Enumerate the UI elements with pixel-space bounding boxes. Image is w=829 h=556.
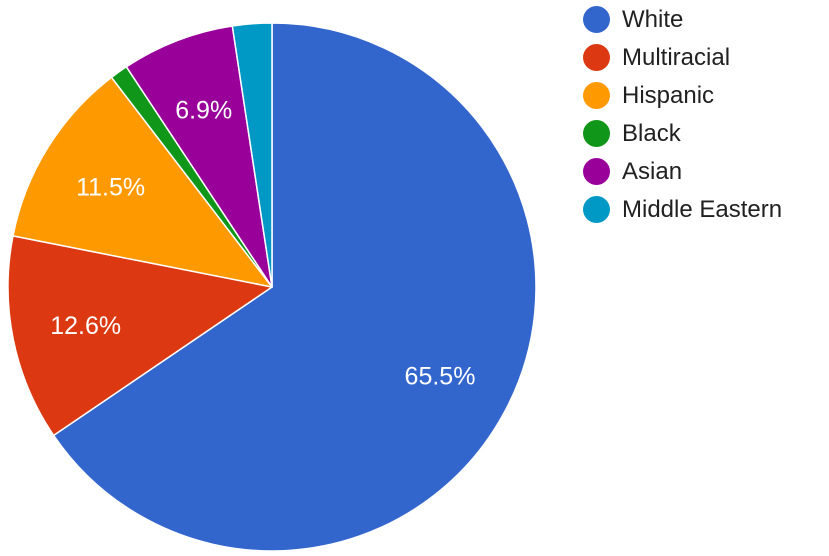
legend-label-asian: Asian	[622, 157, 683, 185]
pie-slice-hispanic[interactable]	[12, 76, 273, 288]
legend-item-middle-eastern: Middle Eastern	[583, 196, 782, 223]
legend-label-black: Black	[622, 119, 681, 147]
legend-item-white: White	[583, 6, 782, 33]
legend-label-middle-eastern: Middle Eastern	[622, 195, 783, 223]
pie-slice-multiracial[interactable]	[7, 235, 273, 437]
legend-swatch-multiracial-icon	[583, 44, 610, 71]
slice-label-hispanic: 11.5%	[76, 173, 145, 201]
legend-swatch-black-icon	[583, 120, 610, 147]
pie-slice-asian[interactable]	[125, 25, 273, 288]
legend-swatch-white-icon	[583, 6, 610, 33]
slice-label-white: 65.5%	[405, 363, 476, 391]
slice-label-asian: 6.9%	[175, 96, 232, 124]
legend-swatch-hispanic-icon	[583, 82, 610, 109]
legend-item-black: Black	[583, 120, 782, 147]
pie-slice-white[interactable]	[52, 22, 537, 552]
chart-legend: White Multiracial Hispanic Black Asian Middle…	[583, 6, 782, 223]
legend-label-white: White	[622, 5, 684, 33]
legend-item-hispanic: Hispanic	[583, 82, 782, 109]
legend-label-multiracial: Multiracial	[622, 43, 731, 71]
legend-item-asian: Asian	[583, 158, 782, 185]
legend-swatch-middle-eastern-icon	[583, 196, 610, 223]
slice-label-multiracial: 12.6%	[50, 312, 121, 340]
pie-slice-middle-eastern[interactable]	[231, 22, 273, 288]
legend-swatch-asian-icon	[583, 158, 610, 185]
legend-label-hispanic: Hispanic	[622, 81, 715, 109]
legend-item-multiracial: Multiracial	[583, 44, 782, 71]
